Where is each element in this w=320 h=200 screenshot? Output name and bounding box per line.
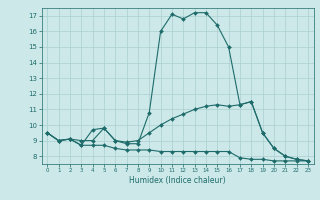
X-axis label: Humidex (Indice chaleur): Humidex (Indice chaleur)	[129, 176, 226, 185]
